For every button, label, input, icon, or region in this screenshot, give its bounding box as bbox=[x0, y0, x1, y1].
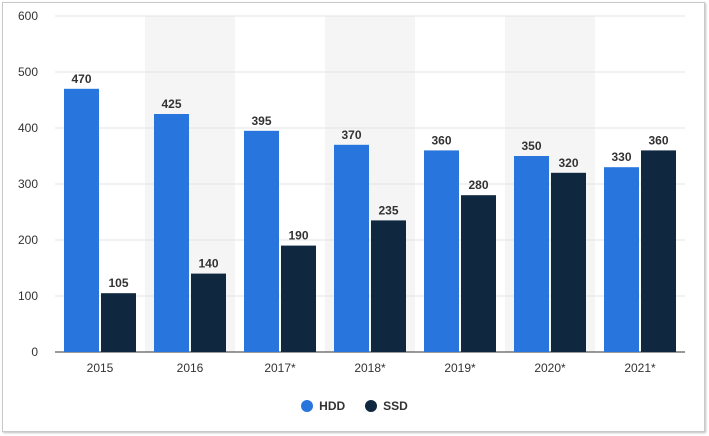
bar-ssd-2016 bbox=[191, 273, 226, 352]
y-tick-label-100: 100 bbox=[18, 289, 38, 303]
value-label-ssd-2021: 360 bbox=[648, 133, 668, 147]
bar-ssd-2018 bbox=[371, 220, 406, 352]
legend: HDD SSD bbox=[0, 399, 709, 413]
value-label-ssd-2019: 280 bbox=[468, 178, 488, 192]
bar-hdd-2016 bbox=[154, 114, 189, 352]
y-tick-label-600: 600 bbox=[18, 9, 38, 23]
legend-item-ssd[interactable]: SSD bbox=[365, 399, 408, 413]
y-tick-label-0: 0 bbox=[31, 345, 38, 359]
value-label-ssd-2017: 190 bbox=[288, 229, 308, 243]
bar-hdd-2021 bbox=[604, 167, 639, 352]
bar-hdd-2015 bbox=[64, 88, 99, 353]
value-label-hdd-2021: 330 bbox=[611, 150, 631, 164]
bar-hdd-2017 bbox=[244, 130, 279, 352]
bar-hdd-2020 bbox=[514, 156, 549, 352]
value-label-hdd-2018: 370 bbox=[341, 128, 361, 142]
legend-label-hdd: HDD bbox=[319, 399, 346, 413]
x-tick-label-2018: 2018* bbox=[354, 361, 386, 375]
legend-marker-ssd bbox=[365, 400, 378, 412]
legend-marker-hdd bbox=[301, 400, 314, 412]
y-tick-label-300: 300 bbox=[18, 177, 38, 191]
bar-ssd-2021 bbox=[641, 150, 676, 352]
bar-ssd-2019 bbox=[461, 195, 496, 352]
y-tick-label-500: 500 bbox=[18, 65, 38, 79]
x-tick-label-2020: 2020* bbox=[534, 361, 566, 375]
bar-ssd-2017 bbox=[281, 245, 316, 352]
value-label-ssd-2020: 320 bbox=[558, 156, 578, 170]
value-label-hdd-2016: 425 bbox=[161, 97, 181, 111]
bar-hdd-2019 bbox=[424, 150, 459, 352]
x-tick-label-2016: 2016 bbox=[177, 361, 204, 375]
x-tick-label-2017: 2017* bbox=[264, 361, 296, 375]
value-label-hdd-2015: 470 bbox=[71, 72, 91, 86]
value-label-ssd-2018: 235 bbox=[378, 203, 398, 217]
value-label-hdd-2019: 360 bbox=[431, 133, 451, 147]
bar-ssd-2020 bbox=[551, 172, 586, 352]
value-label-hdd-2017: 395 bbox=[251, 114, 271, 128]
y-tick-label-200: 200 bbox=[18, 233, 38, 247]
legend-item-hdd[interactable]: HDD bbox=[301, 399, 345, 413]
legend-label-ssd: SSD bbox=[383, 399, 408, 413]
x-tick-label-2015: 2015 bbox=[87, 361, 114, 375]
x-tick-label-2021: 2021* bbox=[624, 361, 656, 375]
x-tick-label-2019: 2019* bbox=[444, 361, 476, 375]
value-label-ssd-2016: 140 bbox=[198, 257, 218, 271]
value-label-hdd-2020: 350 bbox=[521, 139, 541, 153]
bar-hdd-2018 bbox=[334, 144, 369, 352]
y-tick-label-400: 400 bbox=[18, 121, 38, 135]
bar-ssd-2015 bbox=[101, 293, 136, 352]
value-label-ssd-2015: 105 bbox=[108, 276, 128, 290]
